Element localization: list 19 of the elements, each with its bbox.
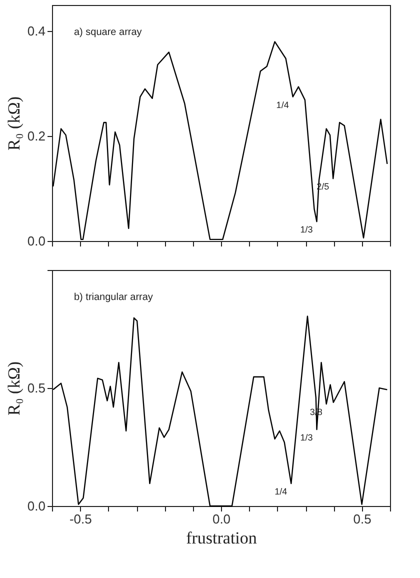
annotation: 1/4 <box>274 486 288 497</box>
x-axis-title: frustration <box>186 528 258 548</box>
annotation: 1/4 <box>276 100 289 110</box>
x-tick-label: 0.0 <box>212 512 231 526</box>
annotation: 1/3 <box>300 432 313 443</box>
annotation: 1/3 <box>300 224 313 235</box>
y-axis-title: R₀ (kΩ) <box>4 96 24 150</box>
y-tick-label: 0.0 <box>27 498 46 514</box>
annotation: a) square array <box>74 27 142 38</box>
y-tick-label: 0.2 <box>27 128 46 144</box>
y-axis-title: R₀ (kΩ) <box>4 362 24 416</box>
line-series <box>52 41 388 240</box>
x-tick-label: -0.5 <box>69 512 92 526</box>
y-tick-label: 0.5 <box>27 380 46 396</box>
annotation: b) triangular array <box>74 292 153 303</box>
x-tick-label: 0.5 <box>353 512 372 526</box>
line-series <box>52 316 388 507</box>
y-tick-label: 0.4 <box>27 24 46 39</box>
y-tick-label: 0.0 <box>27 234 46 248</box>
